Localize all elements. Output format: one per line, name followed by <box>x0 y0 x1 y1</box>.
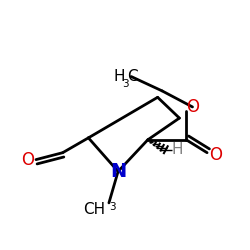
Text: C: C <box>127 69 138 84</box>
Text: CH: CH <box>83 202 105 216</box>
Text: N: N <box>110 162 126 181</box>
Text: H: H <box>172 142 184 157</box>
Text: H: H <box>113 69 124 84</box>
Text: 3: 3 <box>122 79 128 89</box>
Text: O: O <box>21 150 34 168</box>
Text: 3: 3 <box>109 202 116 212</box>
Text: O: O <box>209 146 222 164</box>
Text: O: O <box>186 98 199 116</box>
